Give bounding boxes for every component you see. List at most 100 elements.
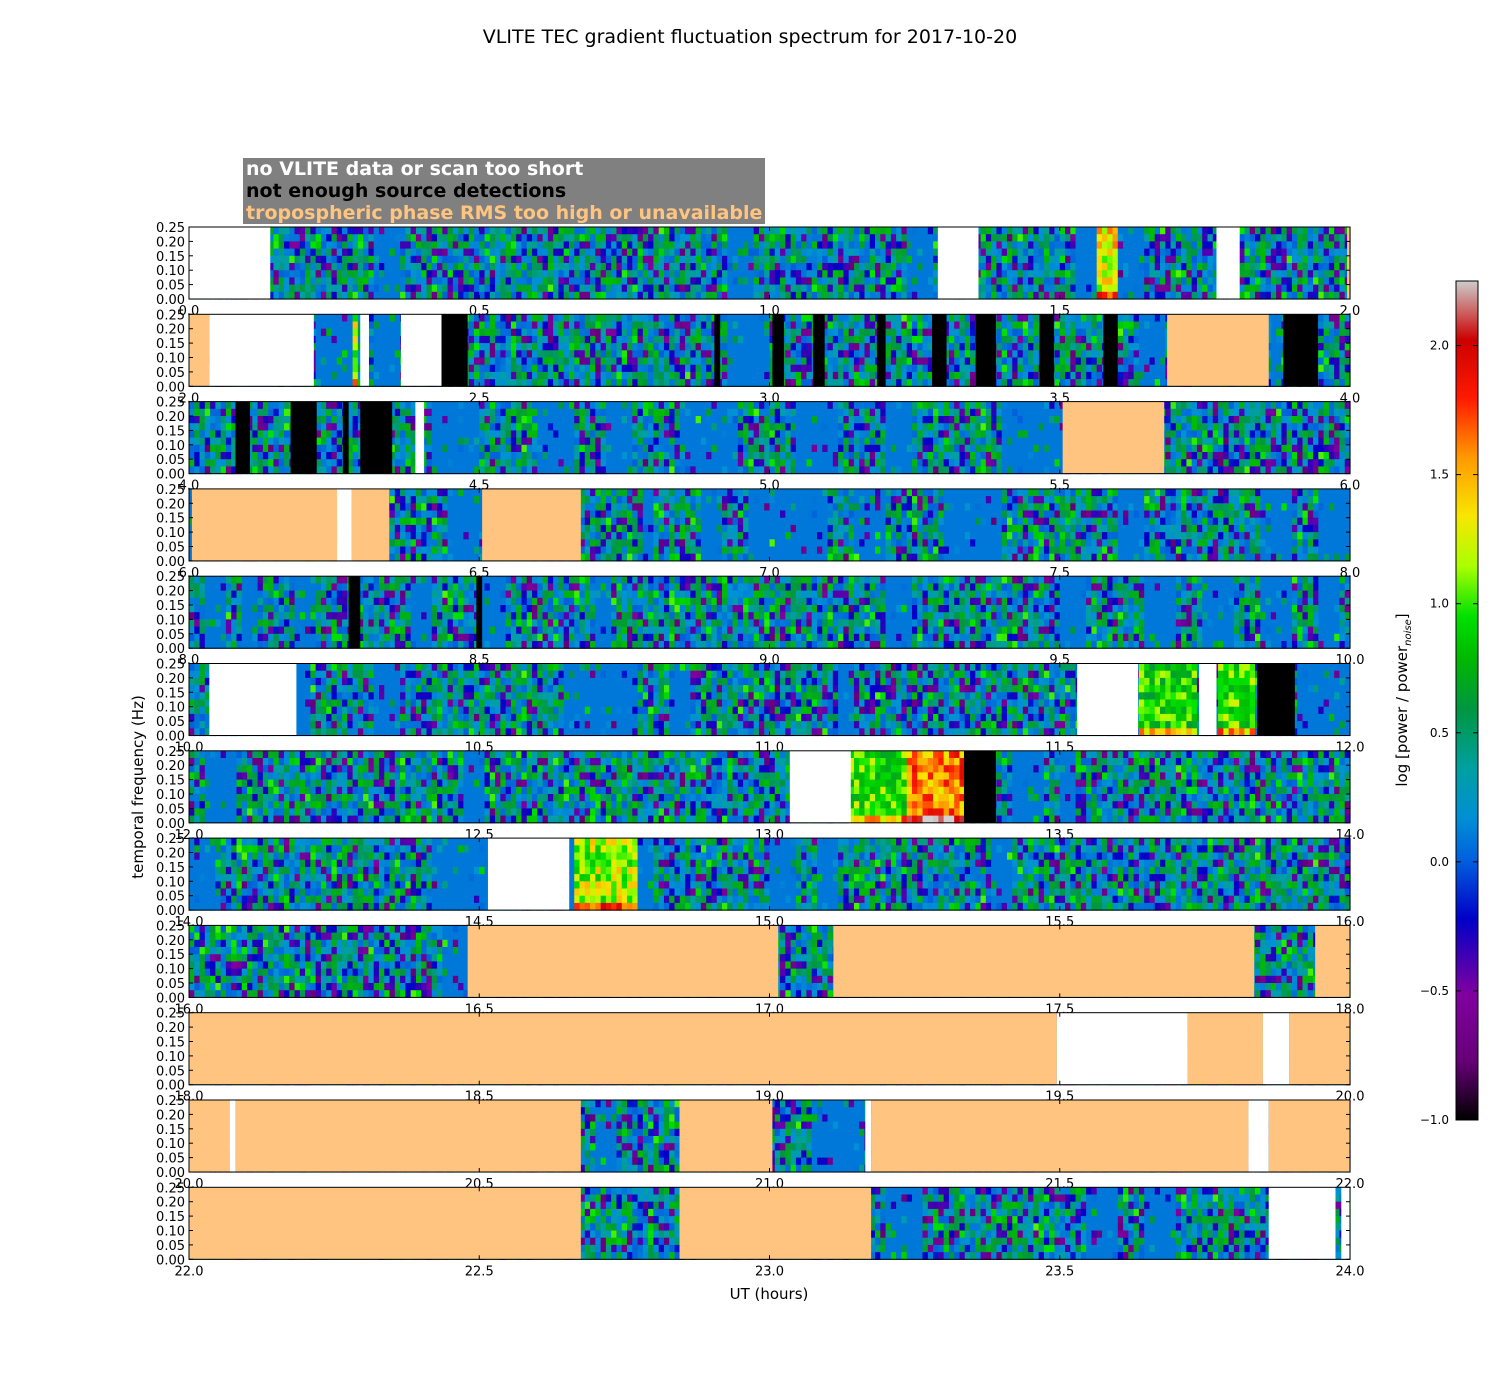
spectrum-cell xyxy=(1160,322,1166,330)
spectrum-cell xyxy=(706,329,712,337)
spectrum-cell xyxy=(706,350,712,358)
spectrum-cell xyxy=(1165,241,1171,249)
spectrum-cell xyxy=(949,372,955,380)
spectrum-cell xyxy=(727,234,733,242)
spectrum-cell xyxy=(1155,379,1161,387)
spectrum-cell xyxy=(901,285,907,293)
spectrum-cell xyxy=(622,358,628,366)
spectrum-cell xyxy=(653,241,659,249)
spectrum-cell xyxy=(326,409,332,417)
spectrum-cell xyxy=(838,329,844,337)
spectrum-cell xyxy=(200,416,206,424)
spectrum-cell xyxy=(368,314,374,322)
spectrum-cell xyxy=(326,322,332,330)
spectrum-cell xyxy=(627,241,633,249)
spectrum-cell xyxy=(1033,270,1039,278)
spectrum-cell xyxy=(1139,270,1145,278)
spectrum-cell xyxy=(331,416,337,424)
spectrum-cell xyxy=(511,277,517,285)
spectrum-cell xyxy=(558,350,564,358)
spectrum-cell xyxy=(991,277,997,285)
spectrum-cell xyxy=(395,234,401,242)
spectrum-cell xyxy=(1118,365,1124,373)
spectrum-cell xyxy=(870,379,876,387)
spectrum-cell xyxy=(680,365,686,373)
spectrum-cell xyxy=(405,409,411,417)
spectrum-cell xyxy=(754,372,760,380)
spectrum-cell xyxy=(680,314,686,322)
spectrum-cell xyxy=(785,227,791,235)
spectrum-cell xyxy=(1339,358,1345,366)
spectrum-cell xyxy=(1065,263,1071,271)
mask-orange xyxy=(189,314,209,386)
spectrum-cell xyxy=(996,343,1002,351)
spectrum-cell xyxy=(1155,336,1161,344)
spectrum-cell xyxy=(569,285,575,293)
spectrum-cell xyxy=(1134,277,1140,285)
spectrum-cell xyxy=(395,292,401,300)
mask-white xyxy=(360,314,369,386)
spectrum-cell xyxy=(1033,365,1039,373)
spectrum-cell xyxy=(785,314,791,322)
spectrum-cell xyxy=(1324,256,1330,264)
spectrum-cell xyxy=(685,241,691,249)
spectrum-cell xyxy=(595,336,601,344)
spectrum-cell xyxy=(954,343,960,351)
spectrum-cell xyxy=(954,379,960,387)
spectrum-cell xyxy=(1303,241,1309,249)
spectrum-cell xyxy=(490,241,496,249)
spectrum-cell xyxy=(1171,249,1177,257)
spectrum-cell xyxy=(986,241,992,249)
spectrum-cell xyxy=(558,241,564,249)
spectrum-cell xyxy=(738,365,744,373)
spectrum-cell xyxy=(252,409,258,417)
spectrum-cell xyxy=(395,430,401,438)
spectrum-cell xyxy=(690,256,696,264)
spectrum-cell xyxy=(363,285,369,293)
spectrum-cell xyxy=(521,270,527,278)
spectrum-cell xyxy=(1313,292,1319,300)
spectrum-cell xyxy=(479,379,485,387)
spectrum-cell xyxy=(1149,358,1155,366)
spectrum-cell xyxy=(1134,227,1140,235)
spectrum-cell xyxy=(442,409,448,417)
spectrum-cell xyxy=(495,234,501,242)
spectrum-cell xyxy=(437,292,443,300)
spectrum-cell xyxy=(1076,336,1082,344)
spectrum-cell xyxy=(1202,249,1208,257)
spectrum-cell xyxy=(537,249,543,257)
spectrum-cell xyxy=(284,256,290,264)
spectrum-cell xyxy=(405,402,411,410)
spectrum-cell xyxy=(574,285,580,293)
spectrum-cell xyxy=(1076,329,1082,337)
spectrum-cell xyxy=(485,241,491,249)
spectrum-cell xyxy=(1118,227,1124,235)
spectrum-cell xyxy=(273,227,279,235)
spectrum-cell xyxy=(611,358,617,366)
spectrum-cell xyxy=(770,285,776,293)
spectrum-cell xyxy=(965,314,971,322)
spectrum-cell xyxy=(675,343,681,351)
spectrum-cell xyxy=(1018,270,1024,278)
spectrum-cell xyxy=(727,256,733,264)
spectrum-cell xyxy=(696,365,702,373)
spectrum-cell xyxy=(643,350,649,358)
spectrum-cell xyxy=(532,270,538,278)
spectrum-cell xyxy=(458,263,464,271)
spectrum-cell xyxy=(300,285,306,293)
spectrum-cell xyxy=(743,249,749,257)
spectrum-cell xyxy=(653,322,659,330)
spectrum-cell xyxy=(1123,263,1129,271)
spectrum-cell xyxy=(801,234,807,242)
spectrum-cell xyxy=(675,365,681,373)
spectrum-cell xyxy=(1086,249,1092,257)
spectrum-cell xyxy=(1107,292,1113,300)
spectrum-cell xyxy=(1091,329,1097,337)
spectrum-cell xyxy=(923,343,929,351)
spectrum-cell xyxy=(907,379,913,387)
spectrum-cell xyxy=(337,423,343,431)
spectrum-cell xyxy=(849,336,855,344)
spectrum-cell xyxy=(374,234,380,242)
spectrum-cell xyxy=(1287,227,1293,235)
spectrum-cell xyxy=(485,343,491,351)
